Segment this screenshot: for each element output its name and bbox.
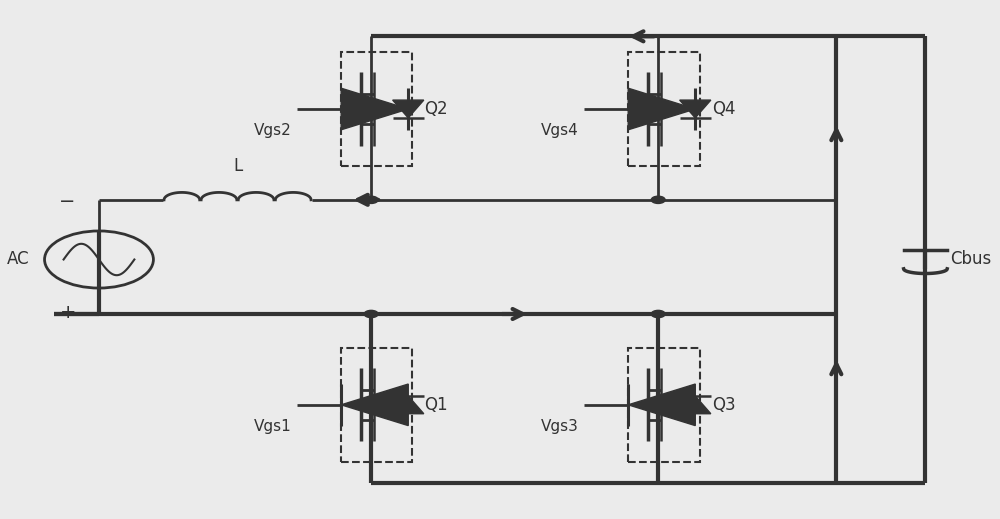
Polygon shape [393,100,424,118]
Text: Vgs4: Vgs4 [541,122,579,138]
Circle shape [651,310,665,318]
Polygon shape [393,396,424,414]
Circle shape [364,310,378,318]
Text: Q3: Q3 [712,396,735,414]
Text: −: − [59,192,76,211]
Text: Vgs1: Vgs1 [254,418,292,433]
Text: Cbus: Cbus [950,251,991,268]
Polygon shape [680,396,711,414]
Circle shape [364,196,378,203]
Text: Q1: Q1 [425,396,448,414]
Text: Vgs3: Vgs3 [541,418,579,433]
Text: Q4: Q4 [712,100,735,118]
Polygon shape [341,88,408,130]
Polygon shape [341,384,408,426]
Bar [341,348,412,462]
Bar [628,348,700,462]
Text: AC: AC [7,251,30,268]
Text: L: L [233,157,242,175]
Text: Q2: Q2 [425,100,448,118]
Text: +: + [59,303,76,322]
Bar [628,52,700,166]
Polygon shape [680,100,711,118]
Polygon shape [628,384,695,426]
Text: Vgs2: Vgs2 [254,122,292,138]
Circle shape [651,196,665,203]
Bar [341,52,412,166]
Polygon shape [628,88,695,130]
